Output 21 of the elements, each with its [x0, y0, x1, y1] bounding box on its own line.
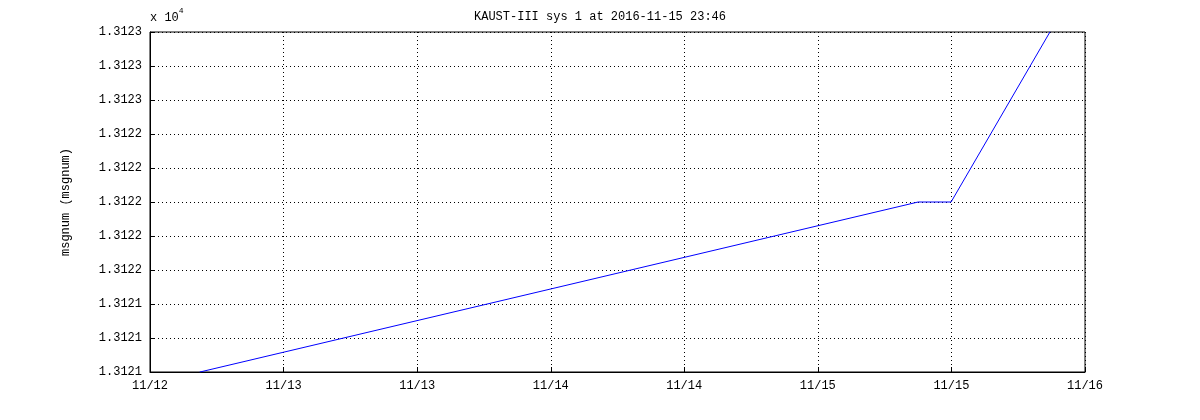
y-tick-label: 1.3123: [98, 25, 142, 39]
x-tick-label: 11/16: [1066, 379, 1104, 393]
x-tick-label: 11/14: [532, 379, 569, 393]
y-tick-label: 1.3122: [98, 195, 142, 209]
x-tick-label: 11/15: [799, 379, 836, 393]
y-axis-title: msgnum (msgnum): [59, 147, 73, 257]
y-tick-label: 1.3123: [98, 59, 142, 73]
x-tick-label: 11/14: [666, 379, 703, 393]
y-tick-label: 1.3122: [98, 161, 142, 175]
x-tick-label: 11/13: [265, 379, 302, 393]
y-tick-label: 1.3122: [98, 229, 142, 243]
x-tick-label: 11/13: [399, 379, 436, 393]
y-tick-label: 1.3123: [98, 93, 142, 107]
x-tick-label: 11/12: [131, 379, 169, 393]
y-tick-label: 1.3122: [98, 127, 142, 141]
y-tick-label: 1.3121: [98, 331, 142, 345]
x-tick-label: 11/15: [933, 379, 970, 393]
chart-title: KAUST-III sys 1 at 2016-11-15 23:46: [473, 10, 727, 24]
y-tick-label: 1.3121: [98, 297, 142, 311]
y-tick-label: 1.3121: [98, 365, 142, 379]
y-tick-label: 1.3122: [98, 263, 142, 277]
